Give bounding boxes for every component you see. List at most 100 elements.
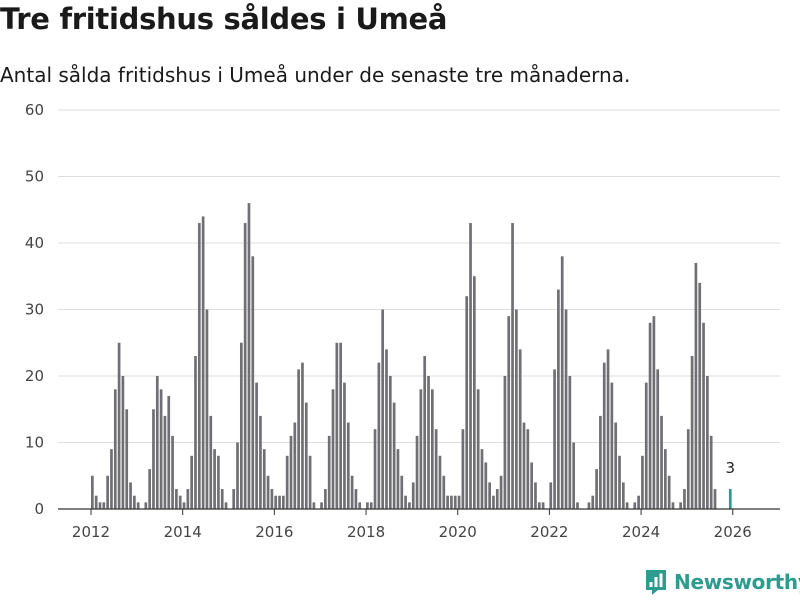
bar [473,276,476,509]
data-labels: 3 [726,459,736,477]
bar [686,429,690,509]
bar [366,502,369,509]
bar [618,455,621,509]
bar [220,489,224,509]
bar [232,489,236,509]
bar [312,502,316,509]
bar [320,502,323,509]
bar [110,449,113,509]
y-gridlines [58,109,780,443]
bar [537,502,541,509]
bar [236,442,239,509]
bar [446,495,449,509]
bar [515,309,518,509]
bar [625,502,629,509]
y-tick-label: 10 [25,434,44,452]
y-tick-label: 60 [25,101,44,119]
bar [369,502,373,509]
bar [186,489,190,509]
bar [453,495,457,509]
bar [667,475,671,509]
x-tick-label: 2012 [72,523,110,541]
bar [419,389,423,509]
bar [430,389,434,509]
bar [270,489,274,509]
bar [690,356,694,509]
bar [224,502,228,509]
x-axis-ticks: 2012 2014 2016 2018 2020 2022 2024 2026 [72,509,752,541]
bar [251,256,255,509]
bar [560,256,564,509]
bar [98,502,102,509]
bar [129,482,132,509]
y-tick-label: 20 [25,367,44,385]
bar [106,475,109,509]
bar [614,422,618,509]
bar [648,322,652,509]
bar [155,376,159,509]
bar [591,495,595,509]
bar [392,402,396,509]
bar [411,482,415,509]
bar [526,429,530,509]
bar [633,502,637,509]
x-tick-label: 2022 [530,523,568,541]
bar [408,502,411,509]
bar [91,475,94,509]
bar [476,389,480,509]
bar [637,495,640,509]
bar [652,316,656,509]
bar [388,376,392,509]
bar [152,409,155,509]
bar [255,382,258,509]
chart-title: Tre fritidshus såldes i Umeå [0,2,448,36]
bar [457,495,461,509]
newsworthy-logo-icon [646,570,666,595]
bar [289,435,293,509]
bar [656,369,660,509]
chart-subtitle: Antal sålda fritidshus i Umeå under de s… [0,63,631,87]
bar [297,369,300,509]
brand-name: Newsworthy [674,570,800,594]
bar [683,489,686,509]
bar [587,502,591,509]
bar [492,495,495,509]
bar [423,356,427,509]
bar [610,382,614,509]
bar [495,489,499,509]
bar [503,376,507,509]
bars [91,203,732,510]
bar [709,435,713,509]
bar [698,282,702,509]
bar [702,322,705,509]
bar [274,495,278,509]
bar [102,502,106,509]
bar [178,495,182,509]
bar [266,475,270,509]
bar [343,382,346,509]
bar [354,489,358,509]
bar [469,223,472,510]
bar [488,482,491,509]
bar [400,475,404,509]
bar [282,495,285,509]
bar [159,389,163,509]
bar [350,475,354,509]
bar [679,502,682,509]
bar [530,462,533,509]
bar [671,502,675,509]
bar [576,502,579,509]
y-axis-ticks: 0 10 20 30 40 50 60 [25,101,44,518]
bar [125,409,129,509]
bar [259,415,262,509]
bar [133,495,136,509]
bar [213,449,216,509]
bar [706,376,709,509]
bar [480,449,484,509]
x-tick-label: 2014 [164,523,202,541]
bar [595,469,598,509]
bar [396,449,400,509]
bar [144,502,148,509]
bar [117,342,121,509]
bar [602,362,606,509]
